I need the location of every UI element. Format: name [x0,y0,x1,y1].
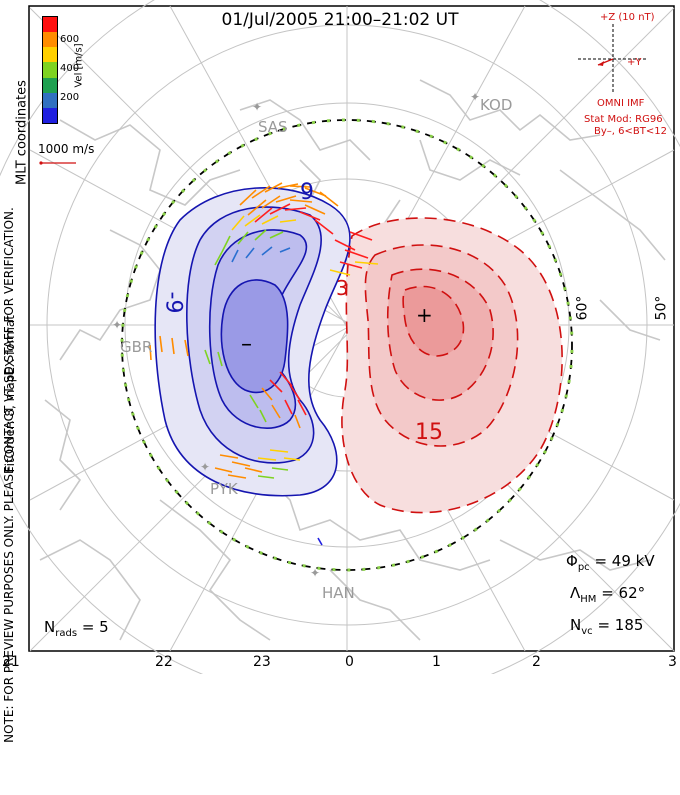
mlt-tick: 23 [253,654,271,670]
station-pyk: PYK [210,480,238,498]
contour-label-neg-outer: 9 [300,180,314,205]
hm-boundary [121,119,573,571]
mlt-tick: 3 [668,654,677,670]
nrads-value: = 5 [81,618,109,636]
imf-by-bt-label: By–, 6<BT<12 [594,126,667,137]
map-title: 01/Jul/2005 21:00–21:02 UT [221,10,459,30]
latitude-label-60: 60° [574,295,591,321]
nvc-subscript: vc [581,626,593,637]
station-marker-icon: ✦ [112,318,123,332]
nvc-symbol: N [570,616,582,634]
velocity-color-segment [43,47,57,63]
station-gbr: GBR [120,338,153,356]
contour-label-pos: 15 [415,420,443,445]
imf-source-label: OMNI IMF [597,98,645,109]
positive-center-marker: + [416,303,433,327]
vel-tick-400: 400 [60,63,80,74]
negative-convection-cell [154,187,351,497]
velocity-color-segment [43,62,57,78]
nvc-value: = 185 [597,616,644,634]
mlt-tick: 21 [2,654,20,670]
phi-value: = 49 kV [594,552,655,570]
hm-latitude: ΛHM = 62° [570,584,645,605]
latitude-label-50: 50° [653,295,670,321]
velocity-color-segment [43,17,57,33]
positive-convection-cell [341,217,563,514]
vel-tick-200: 200 [60,92,80,103]
velocity-color-segment [43,107,57,123]
mlt-tick: 0 [345,654,354,670]
velocity-vectors [149,182,379,546]
contour-label-neg: -9 [160,291,186,314]
mlt-tick: 22 [155,654,173,670]
station-marker-icon: ✦ [310,566,321,580]
nrads-symbol: N [44,618,56,636]
station-kod: KOD [480,96,513,114]
station-marker-icon: ✦ [252,100,263,114]
reference-vector-icon [39,161,76,165]
imf-y-label: +Y [627,57,642,68]
station-han: HAN [322,584,355,602]
vel-tick-600: 600 [60,34,80,45]
stat-model-label: Stat Mod: RG96 [584,114,663,125]
station-marker-icon: ✦ [200,460,211,474]
velocity-color-segment [43,32,57,48]
velocity-color-segment [43,77,57,93]
vector-count: Nvc = 185 [570,616,643,637]
mlt-axis: 21 22 23 0 1 2 3 [0,654,680,672]
velocity-color-segment [43,92,57,108]
reference-vector-label: 1000 m/s [38,142,95,156]
phi-symbol: Φ [566,552,578,570]
negative-center-marker: – [241,332,252,357]
cross-polar-potential: Φpc = 49 kV [566,552,655,573]
lambda-subscript: HM [580,594,597,605]
fit-order-label: FitOrder: 8, mapEX format [3,315,17,473]
station-marker-icon: ✦ [470,90,481,104]
nrads-subscript: rads [55,628,78,639]
velocity-scale-label: Vel [m/s] [73,43,85,88]
velocity-color-bar [42,16,58,124]
mlt-tick: 2 [532,654,541,670]
radar-count: Nrads = 5 [44,618,109,639]
mlt-tick: 1 [432,654,441,670]
lambda-symbol: Λ [570,584,581,602]
coordinate-system-label: MLT coordinates [14,80,30,185]
convection-map [0,0,680,674]
station-sas: SAS [258,118,288,136]
contour-label-pos-inner: 3 [336,276,349,300]
phi-subscript: pc [577,562,590,573]
imf-z-label: +Z (10 nT) [600,12,655,23]
lambda-value: = 62° [601,584,646,602]
imf-clock-dial-icon [578,24,648,94]
